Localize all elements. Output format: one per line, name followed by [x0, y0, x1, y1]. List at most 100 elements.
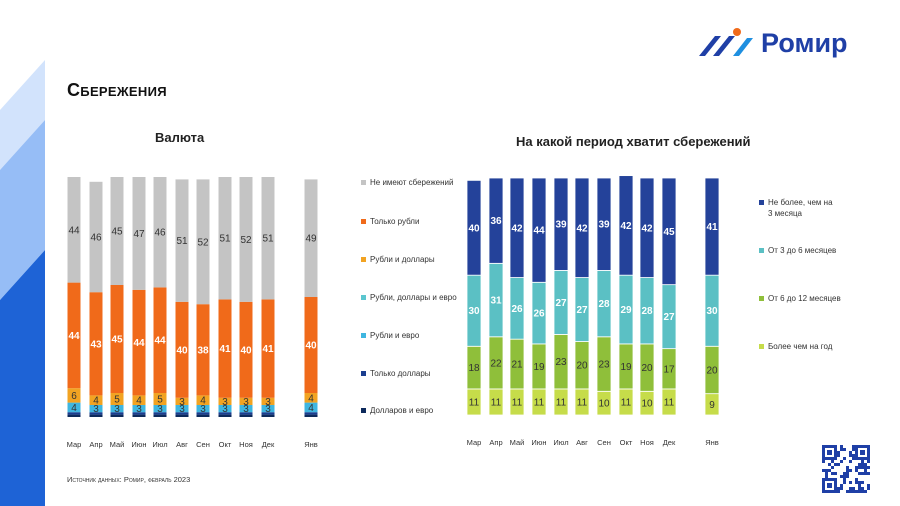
x-tick-label: Сен [597, 438, 611, 447]
bar-segment [239, 397, 253, 405]
legend-swatch [361, 408, 366, 413]
x-tick-label: Мар [67, 440, 82, 449]
data-label: 19 [533, 362, 545, 373]
corner-decoration [0, 60, 45, 506]
bar-segment [466, 179, 482, 276]
bar-segment [261, 405, 275, 413]
bar-segment [89, 292, 103, 396]
data-label: 11 [491, 397, 502, 408]
bar-segment [196, 405, 210, 413]
x-tick-label: Апр [89, 440, 102, 449]
data-label: 28 [641, 306, 653, 317]
bar-segment [661, 177, 677, 286]
data-label: 51 [219, 234, 231, 245]
data-label: 31 [490, 296, 502, 307]
legend-label: Рубли и доллары [370, 255, 435, 264]
x-tick-label: Ноя [640, 438, 654, 447]
bar-segment [574, 177, 590, 278]
x-tick-label: Окт [620, 438, 633, 447]
bar-segment [218, 412, 232, 415]
data-label: 42 [641, 223, 653, 234]
logo-text: Ромир [761, 28, 848, 58]
bar-segment [553, 177, 569, 271]
x-tick-label: Сен [196, 440, 210, 449]
bar-segment [509, 177, 525, 278]
x-tick-label: Янв [705, 438, 719, 447]
bar-segment [89, 181, 103, 293]
data-label: 30 [706, 306, 718, 317]
data-label: 49 [305, 234, 317, 245]
bar-segment [531, 177, 547, 283]
data-label: 45 [663, 227, 675, 238]
bar-segment [618, 175, 634, 276]
bar-segment [261, 397, 275, 405]
bar-segment [175, 301, 189, 398]
bar-segment [304, 297, 318, 393]
data-label: 3 [243, 404, 249, 415]
legend-swatch [759, 344, 764, 349]
bar-segment [132, 289, 146, 396]
x-tick-label: Дек [262, 440, 275, 449]
data-label: 46 [90, 233, 102, 244]
bar-segment [132, 405, 146, 413]
data-label: 36 [490, 216, 502, 227]
data-label: 11 [512, 397, 523, 408]
bar-segment [304, 402, 318, 413]
bar-segment [153, 412, 167, 415]
bar-segment [218, 414, 232, 417]
x-tick-label: Апр [489, 438, 502, 447]
legend-swatch [361, 295, 366, 300]
data-label: 47 [133, 229, 145, 240]
data-label: 11 [664, 397, 675, 408]
data-label: 28 [598, 299, 610, 310]
x-tick-label: Окт [219, 440, 232, 449]
bar-segment [153, 405, 167, 413]
bar-segment [488, 177, 504, 264]
bar-segment [196, 395, 210, 405]
bar-segment [67, 177, 81, 283]
bar-segment [110, 414, 124, 417]
bar-segment [132, 414, 146, 417]
data-label: 39 [598, 220, 610, 231]
qr-code-icon [822, 445, 870, 493]
data-label: 40 [240, 345, 252, 356]
bar-segment [304, 414, 318, 417]
data-label: 4 [308, 393, 314, 404]
legend-label: Рубли и евро [370, 331, 420, 340]
bar-segment [239, 412, 253, 415]
legend-swatch [361, 371, 366, 376]
x-tick-label: Май [510, 438, 525, 447]
legend-label: Только доллары [370, 369, 431, 378]
data-label: 10 [641, 399, 653, 410]
source-note: Источник данных: Ромир, февраль 2023 [67, 475, 191, 484]
data-label: 27 [663, 312, 675, 323]
legend-swatch [361, 180, 366, 185]
data-label: 29 [620, 305, 632, 316]
bar-segment [704, 177, 720, 276]
data-label: 10 [598, 399, 610, 410]
bar-segment [218, 177, 232, 300]
data-label: 45 [111, 335, 123, 346]
chart-title-currency: Валюта [155, 130, 205, 145]
bar-segment [89, 405, 103, 413]
legend-label: Не имеют сбережений [370, 178, 453, 187]
data-label: 3 [114, 404, 120, 415]
data-label: 44 [533, 226, 545, 237]
data-label: 4 [93, 396, 99, 407]
bar-segment [196, 412, 210, 415]
bar-segment [89, 414, 103, 417]
data-label: 41 [219, 344, 231, 355]
bar-segment [304, 393, 318, 403]
bar-segment [175, 405, 189, 413]
bar-segment [261, 299, 275, 398]
data-label: 44 [68, 225, 80, 236]
bar-segment [239, 405, 253, 413]
bar-segment [196, 304, 210, 396]
data-label: 44 [133, 338, 145, 349]
chart-title-period: На какой период хватит сбережений [516, 134, 751, 149]
data-label: 4 [308, 403, 314, 414]
bar-segment [218, 405, 232, 413]
bar-segment [175, 179, 189, 302]
data-label: 26 [533, 309, 545, 320]
legend-label: Только рубли [370, 217, 419, 226]
